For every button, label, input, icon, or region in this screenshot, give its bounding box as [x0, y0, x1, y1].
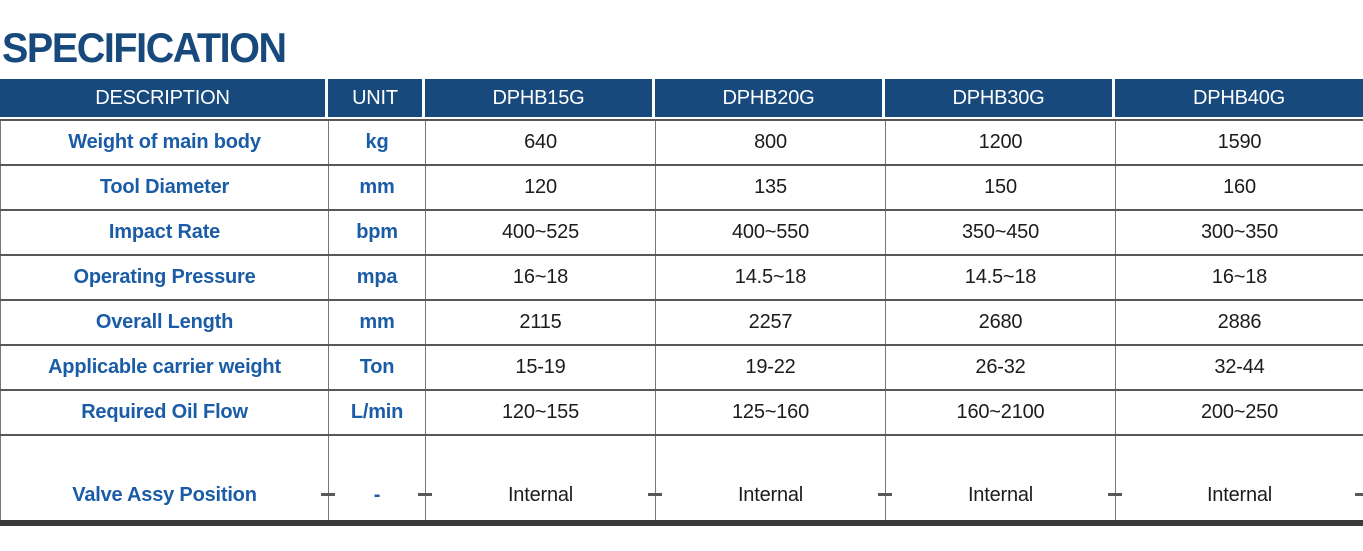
unit-cell: kg: [328, 119, 426, 165]
value-cell: 26-32: [885, 344, 1116, 390]
value-cell: 800: [655, 119, 886, 165]
value-cell: 15-19: [425, 344, 656, 390]
unit-cell: mpa: [328, 254, 426, 300]
row-label: Operating Pressure: [0, 254, 329, 300]
col-header-description: DESCRIPTION: [0, 79, 328, 117]
unit-cell: L/min: [328, 389, 426, 435]
col-header-dphb15g: DPHB15G: [425, 79, 655, 117]
row-divider-artifact: [1108, 493, 1122, 496]
table-row: Applicable carrier weight Ton 15-19 19-2…: [0, 344, 1363, 390]
value-cell: 32-44: [1115, 344, 1363, 390]
value-cell: 120~155: [425, 389, 656, 435]
value-cell: 2115: [425, 299, 656, 345]
value-cell: Internal: [655, 434, 886, 523]
unit-cell: mm: [328, 164, 426, 210]
value-cell: 640: [425, 119, 656, 165]
unit-cell: -: [328, 434, 426, 523]
page-title: SPECIFICATION: [2, 24, 287, 71]
table-row: Operating Pressure mpa 16~18 14.5~18 14.…: [0, 254, 1363, 300]
col-header-dphb30g: DPHB30G: [885, 79, 1115, 117]
value-cell: 1200: [885, 119, 1116, 165]
row-divider-artifact: [878, 493, 892, 496]
row-label: Applicable carrier weight: [0, 344, 329, 390]
unit-cell: Ton: [328, 344, 426, 390]
value-cell: 300~350: [1115, 209, 1363, 255]
row-label: Valve Assy Position: [0, 434, 329, 523]
value-cell: 19-22: [655, 344, 886, 390]
value-cell: 150: [885, 164, 1116, 210]
value-cell: 14.5~18: [655, 254, 886, 300]
row-label: Tool Diameter: [0, 164, 329, 210]
value-cell: 2257: [655, 299, 886, 345]
col-header-dphb20g: DPHB20G: [655, 79, 885, 117]
value-cell: Internal: [885, 434, 1116, 523]
unit-cell: mm: [328, 299, 426, 345]
value-cell: 2680: [885, 299, 1116, 345]
row-label: Impact Rate: [0, 209, 329, 255]
row-label: Weight of main body: [0, 119, 329, 165]
spec-table: DESCRIPTION UNIT DPHB15G DPHB20G DPHB30G…: [0, 79, 1363, 526]
row-divider-artifact: [321, 493, 335, 496]
row-label: Required Oil Flow: [0, 389, 329, 435]
row-divider-artifact: [418, 493, 432, 496]
value-cell: 14.5~18: [885, 254, 1116, 300]
value-cell: 1590: [1115, 119, 1363, 165]
value-cell: 400~525: [425, 209, 656, 255]
value-cell: 350~450: [885, 209, 1116, 255]
row-divider-artifact: [1355, 493, 1363, 496]
value-cell: 2886: [1115, 299, 1363, 345]
table-row: Required Oil Flow L/min 120~155 125~160 …: [0, 389, 1363, 435]
value-cell: 16~18: [425, 254, 656, 300]
table-row: Overall Length mm 2115 2257 2680 2886: [0, 299, 1363, 345]
table-row: Impact Rate bpm 400~525 400~550 350~450 …: [0, 209, 1363, 255]
value-cell: 135: [655, 164, 886, 210]
row-divider-artifact: [648, 493, 662, 496]
col-header-unit: UNIT: [328, 79, 425, 117]
table-header-row: DESCRIPTION UNIT DPHB15G DPHB20G DPHB30G…: [0, 79, 1363, 117]
spec-grid: Weight of main body kg 640 800 1200 1590…: [0, 119, 1363, 526]
value-cell: 160: [1115, 164, 1363, 210]
value-cell: 120: [425, 164, 656, 210]
unit-cell: bpm: [328, 209, 426, 255]
value-cell: 400~550: [655, 209, 886, 255]
row-label: Overall Length: [0, 299, 329, 345]
value-cell: Internal: [425, 434, 656, 523]
value-cell: 160~2100: [885, 389, 1116, 435]
col-header-dphb40g: DPHB40G: [1115, 79, 1363, 117]
table-row: Tool Diameter mm 120 135 150 160: [0, 164, 1363, 210]
value-cell: 200~250: [1115, 389, 1363, 435]
value-cell: 125~160: [655, 389, 886, 435]
table-row: Weight of main body kg 640 800 1200 1590: [0, 119, 1363, 165]
table-row: Valve Assy Position - Internal Internal …: [0, 434, 1363, 523]
value-cell: 16~18: [1115, 254, 1363, 300]
value-cell: Internal: [1115, 434, 1363, 523]
